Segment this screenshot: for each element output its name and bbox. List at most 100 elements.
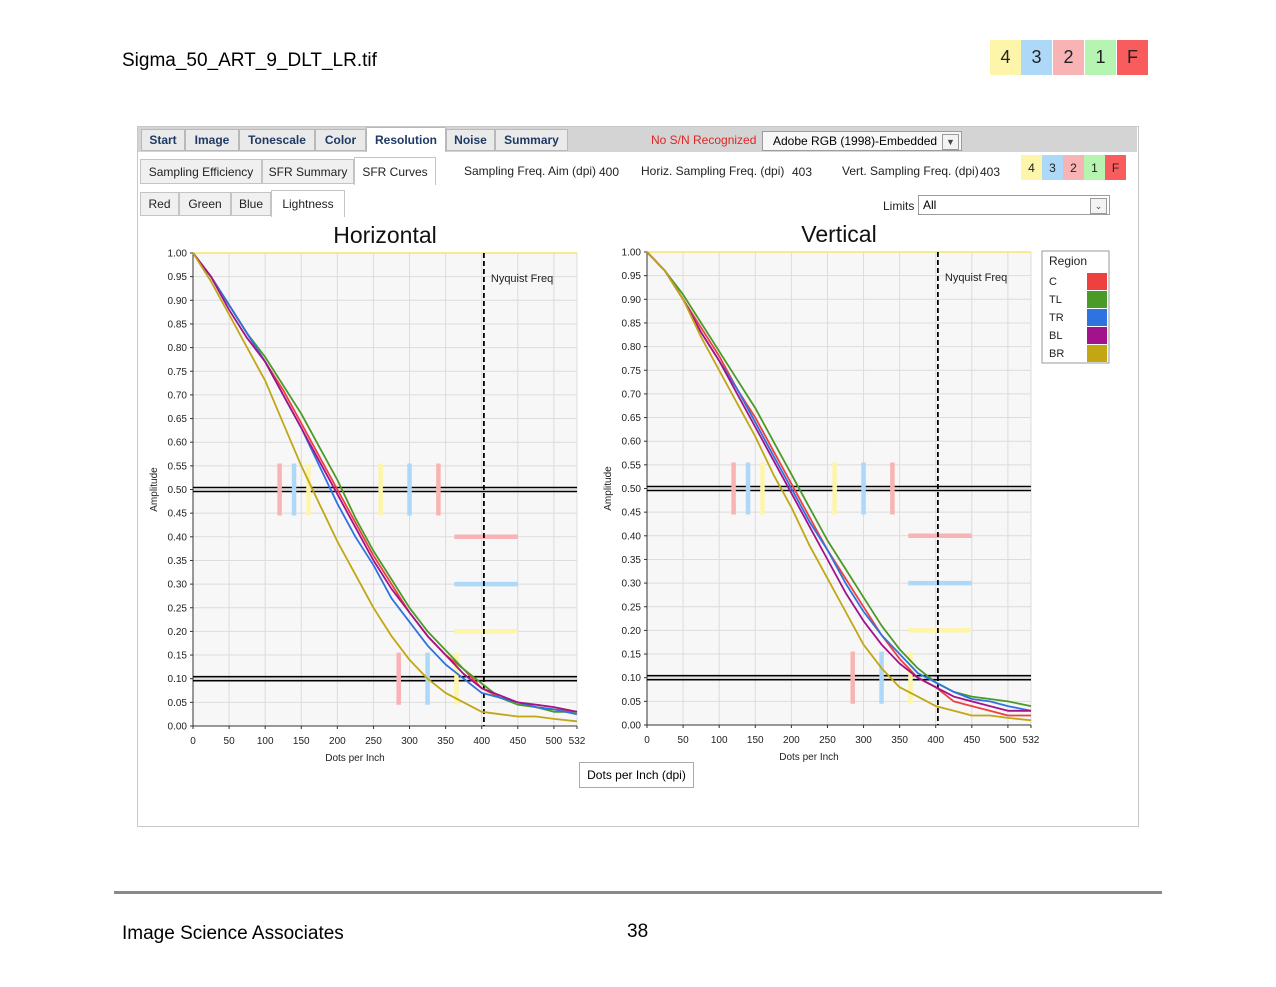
horiz-sampling-value: 403 bbox=[792, 165, 813, 179]
x-tick-label: 0 bbox=[644, 735, 650, 746]
legend-label-tr: TR bbox=[1049, 312, 1064, 324]
grade-box-f: F bbox=[1117, 40, 1148, 75]
status-text: No S/N Recognized bbox=[651, 133, 757, 147]
y-tick-label: 0.20 bbox=[622, 626, 642, 637]
tab-summary[interactable]: Summary bbox=[495, 129, 568, 151]
chart-title: Vertical bbox=[801, 221, 876, 247]
x-tick-label: 350 bbox=[437, 736, 454, 747]
grade-box-1: 1 bbox=[1085, 40, 1116, 75]
legend-label-tl: TL bbox=[1049, 294, 1062, 306]
tab-blue[interactable]: Blue bbox=[231, 192, 271, 216]
y-tick-label: 0.45 bbox=[622, 508, 642, 519]
y-axis-label: Amplitude bbox=[603, 466, 614, 511]
grade-box-small-2: 2 bbox=[1063, 155, 1084, 180]
legend-swatch-tr bbox=[1087, 309, 1107, 326]
y-tick-label: 0.80 bbox=[622, 342, 642, 353]
y-tick-label: 0.35 bbox=[622, 555, 642, 566]
x-tick-label: 350 bbox=[891, 735, 908, 746]
y-tick-label: 0.30 bbox=[622, 579, 642, 590]
y-tick-label: 0.85 bbox=[168, 319, 188, 330]
color-profile-dropdown[interactable]: Adobe RGB (1998)-Embedded ▼ bbox=[762, 131, 962, 151]
limits-dropdown[interactable]: All ⌄ bbox=[918, 195, 1110, 215]
grade-box-small-4: 4 bbox=[1021, 155, 1042, 180]
y-tick-label: 1.00 bbox=[168, 249, 188, 260]
tab-lightness[interactable]: Lightness bbox=[271, 190, 345, 217]
tab-sfr-curves[interactable]: SFR Curves bbox=[354, 157, 436, 185]
x-tick-label: 300 bbox=[401, 736, 418, 747]
tab-resolution[interactable]: Resolution bbox=[366, 127, 446, 152]
chevron-down-icon[interactable]: ▼ bbox=[942, 134, 959, 150]
grade-box-4: 4 bbox=[990, 40, 1021, 75]
legend-swatch-c bbox=[1087, 273, 1107, 290]
y-tick-label: 0.65 bbox=[168, 414, 188, 425]
tab-green[interactable]: Green bbox=[179, 192, 231, 216]
legend-label-br: BR bbox=[1049, 348, 1064, 360]
x-tick-label: 50 bbox=[224, 736, 236, 747]
y-tick-label: 0.05 bbox=[168, 698, 188, 709]
series-line-br bbox=[646, 251, 1032, 722]
legend-swatch-tl bbox=[1087, 291, 1107, 308]
tab-sampling-efficiency[interactable]: Sampling Efficiency bbox=[140, 159, 262, 184]
series-line-bl bbox=[646, 251, 1031, 712]
y-tick-label: 0.55 bbox=[622, 460, 642, 471]
y-tick-label: 0.60 bbox=[168, 438, 188, 449]
tab-start[interactable]: Start bbox=[141, 129, 185, 151]
x-tick-label: 50 bbox=[678, 735, 690, 746]
x-tick-label: 500 bbox=[1000, 735, 1017, 746]
sampling-aim-value: 400 bbox=[599, 165, 620, 179]
x-tick-label: 200 bbox=[783, 735, 800, 746]
y-tick-label: 0.15 bbox=[168, 651, 188, 662]
chart-horizontal: 0.00 0.05 0.10 0.15 0.20 0.25 0.30 0.35 0.40 0.45… bbox=[149, 222, 586, 764]
y-tick-label: 0.90 bbox=[168, 296, 188, 307]
tab-image[interactable]: Image bbox=[185, 129, 239, 151]
y-tick-label: 0.95 bbox=[168, 272, 188, 283]
y-tick-label: 0.40 bbox=[622, 531, 642, 542]
chevron-down-icon[interactable]: ⌄ bbox=[1090, 198, 1107, 214]
x-tick-label: 250 bbox=[819, 735, 836, 746]
series-line-tl bbox=[646, 251, 1032, 707]
y-tick-label: 0.25 bbox=[622, 602, 642, 613]
y-tick-label: 0.75 bbox=[622, 366, 642, 377]
x-axis-label: Dots per Inch bbox=[779, 752, 838, 763]
y-tick-label: 0.85 bbox=[622, 318, 642, 329]
footer-org: Image Science Associates bbox=[122, 923, 344, 944]
y-tick-label: 0.30 bbox=[168, 580, 188, 591]
x-tick-label: 450 bbox=[509, 736, 526, 747]
x-tick-label: 500 bbox=[546, 736, 563, 747]
y-tick-label: 0.40 bbox=[168, 532, 188, 543]
x-tick-label: 532 bbox=[1023, 735, 1040, 746]
color-profile-value: Adobe RGB (1998)-Embedded bbox=[773, 134, 938, 148]
x-tick-label: 450 bbox=[963, 735, 980, 746]
grade-box-small-f: F bbox=[1105, 155, 1126, 180]
y-tick-label: 0.80 bbox=[168, 343, 188, 354]
tab-red[interactable]: Red bbox=[140, 192, 179, 216]
x-tick-label: 0 bbox=[190, 736, 196, 747]
x-tick-label: 150 bbox=[293, 736, 310, 747]
y-tick-label: 0.70 bbox=[622, 389, 642, 400]
tab-color[interactable]: Color bbox=[315, 129, 366, 151]
grade-box-small-3: 3 bbox=[1042, 155, 1063, 180]
grade-box-2: 2 bbox=[1053, 40, 1084, 75]
footer-divider bbox=[114, 891, 1162, 894]
y-tick-label: 0.65 bbox=[622, 413, 642, 424]
x-tick-label: 200 bbox=[329, 736, 346, 747]
grade-box-small-1: 1 bbox=[1084, 155, 1105, 180]
tab-noise[interactable]: Noise bbox=[446, 129, 495, 151]
x-tick-label: 532 bbox=[569, 736, 586, 747]
tab-sfr-summary[interactable]: SFR Summary bbox=[262, 159, 354, 184]
y-tick-label: 0.35 bbox=[168, 556, 188, 567]
x-unit-button[interactable]: Dots per Inch (dpi) bbox=[579, 762, 694, 788]
vert-sampling-label: Vert. Sampling Freq. (dpi) bbox=[842, 164, 979, 178]
y-tick-label: 0.15 bbox=[622, 650, 642, 661]
x-tick-label: 100 bbox=[257, 736, 274, 747]
tab-tonescale[interactable]: Tonescale bbox=[239, 129, 315, 151]
limits-value: All bbox=[923, 198, 937, 212]
x-tick-label: 400 bbox=[927, 735, 944, 746]
horiz-sampling-label: Horiz. Sampling Freq. (dpi) bbox=[641, 164, 785, 178]
nyquist-label: Nyquist Freq bbox=[491, 273, 553, 285]
y-tick-label: 0.00 bbox=[168, 722, 188, 733]
series-line-br bbox=[192, 252, 578, 723]
x-tick-label: 150 bbox=[747, 735, 764, 746]
x-axis-label: Dots per Inch bbox=[325, 753, 384, 764]
